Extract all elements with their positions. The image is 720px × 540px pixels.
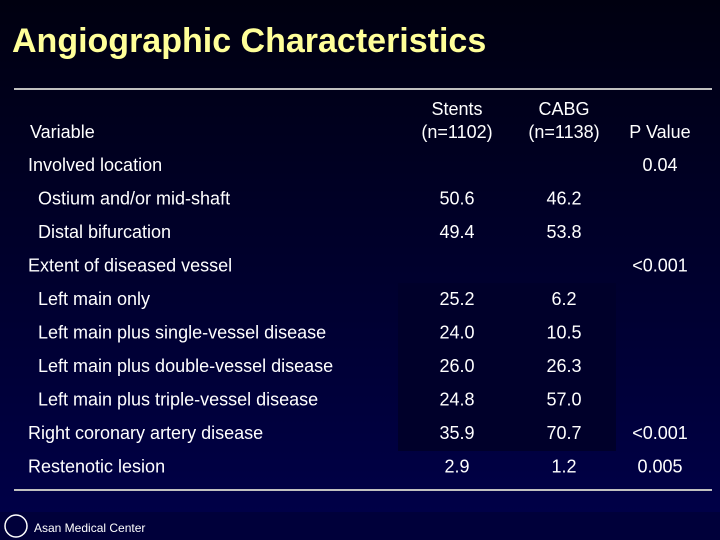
row-label: Involved location [28,155,162,175]
cabg-cell: 53.8 [546,222,581,242]
row-label: Ostium and/or mid-shaft [38,188,230,208]
header-cabg: (n=1138) [528,122,599,142]
p-value-cell: 0.005 [637,456,682,476]
header-p-value: P Value [629,122,690,142]
row-label: Distal bifurcation [38,222,171,242]
row-label: Right coronary artery disease [28,423,263,443]
row-label: Left main plus double-vessel disease [38,356,333,376]
row-label: Left main only [38,289,150,309]
row-label: Left main plus triple-vessel disease [38,389,318,409]
stents-cell: 2.9 [444,456,469,476]
p-value-cell: <0.001 [632,255,688,275]
slide-title: Angiographic Characteristics [12,22,486,60]
stents-cell: 24.8 [439,389,474,409]
stents-cell: 25.2 [439,289,474,309]
logo [4,514,28,538]
cabg-cell: 1.2 [551,456,576,476]
row-label: Extent of diseased vessel [28,255,232,275]
cabg-cell: 46.2 [546,188,581,208]
p-value-cell: 0.04 [642,155,677,175]
cabg-cell: 10.5 [546,322,581,342]
header-variable: Variable [30,122,95,142]
cabg-cell: 57.0 [546,389,581,409]
header-stents: Stents [431,99,482,119]
footer-band [0,512,720,540]
row-label: Left main plus single-vessel disease [38,322,326,342]
cabg-cell: 26.3 [546,356,581,376]
p-value-cell: <0.001 [632,423,688,443]
cabg-cell: 6.2 [551,289,576,309]
highlight-block [398,283,616,451]
footer-text: Asan Medical Center [34,521,145,535]
stents-cell: 50.6 [439,188,474,208]
stents-cell: 24.0 [439,322,474,342]
cabg-cell: 70.7 [546,423,581,443]
row-label: Restenotic lesion [28,456,165,476]
stents-cell: 49.4 [439,222,474,242]
stents-cell: 26.0 [439,356,474,376]
header-cabg: CABG [538,99,589,119]
stents-cell: 35.9 [439,423,474,443]
header-stents: (n=1102) [421,122,492,142]
